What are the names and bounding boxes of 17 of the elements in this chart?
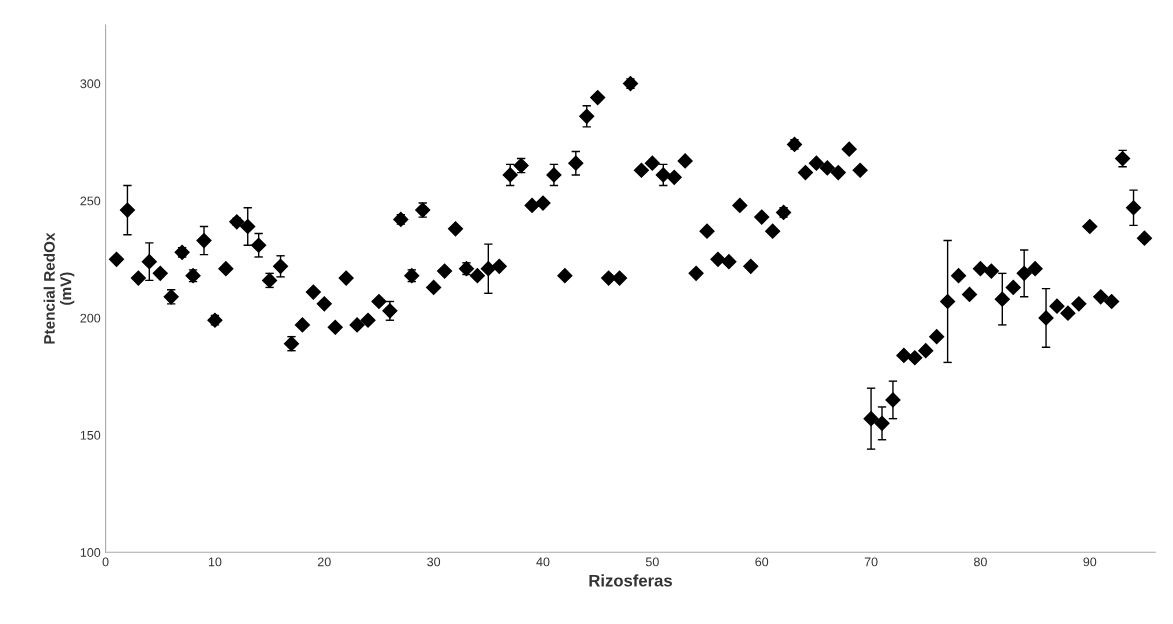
x-tick-label: 90 xyxy=(1083,557,1097,567)
x-tick-label: 40 xyxy=(536,557,550,567)
y-axis-title: Ptencial RedOx (mV) xyxy=(43,232,75,344)
y-tick-label: 100 xyxy=(80,548,101,557)
y-tick-label: 250 xyxy=(80,196,101,206)
y-tick-label: 300 xyxy=(80,79,101,89)
x-tick-label: 30 xyxy=(427,557,441,567)
x-tick-label: 80 xyxy=(974,557,987,567)
x-tick-label: 0 xyxy=(102,557,109,567)
x-tick-label: 10 xyxy=(208,557,222,567)
x-tick-label: 20 xyxy=(317,557,331,567)
x-tick-label: 60 xyxy=(755,557,769,567)
x-tick-label: 50 xyxy=(645,557,659,567)
x-axis-title: Rizosferas xyxy=(589,574,672,587)
x-tick-label: 70 xyxy=(864,557,878,567)
y-tick-label: 200 xyxy=(80,313,101,323)
y-tick-label: 150 xyxy=(80,430,101,440)
